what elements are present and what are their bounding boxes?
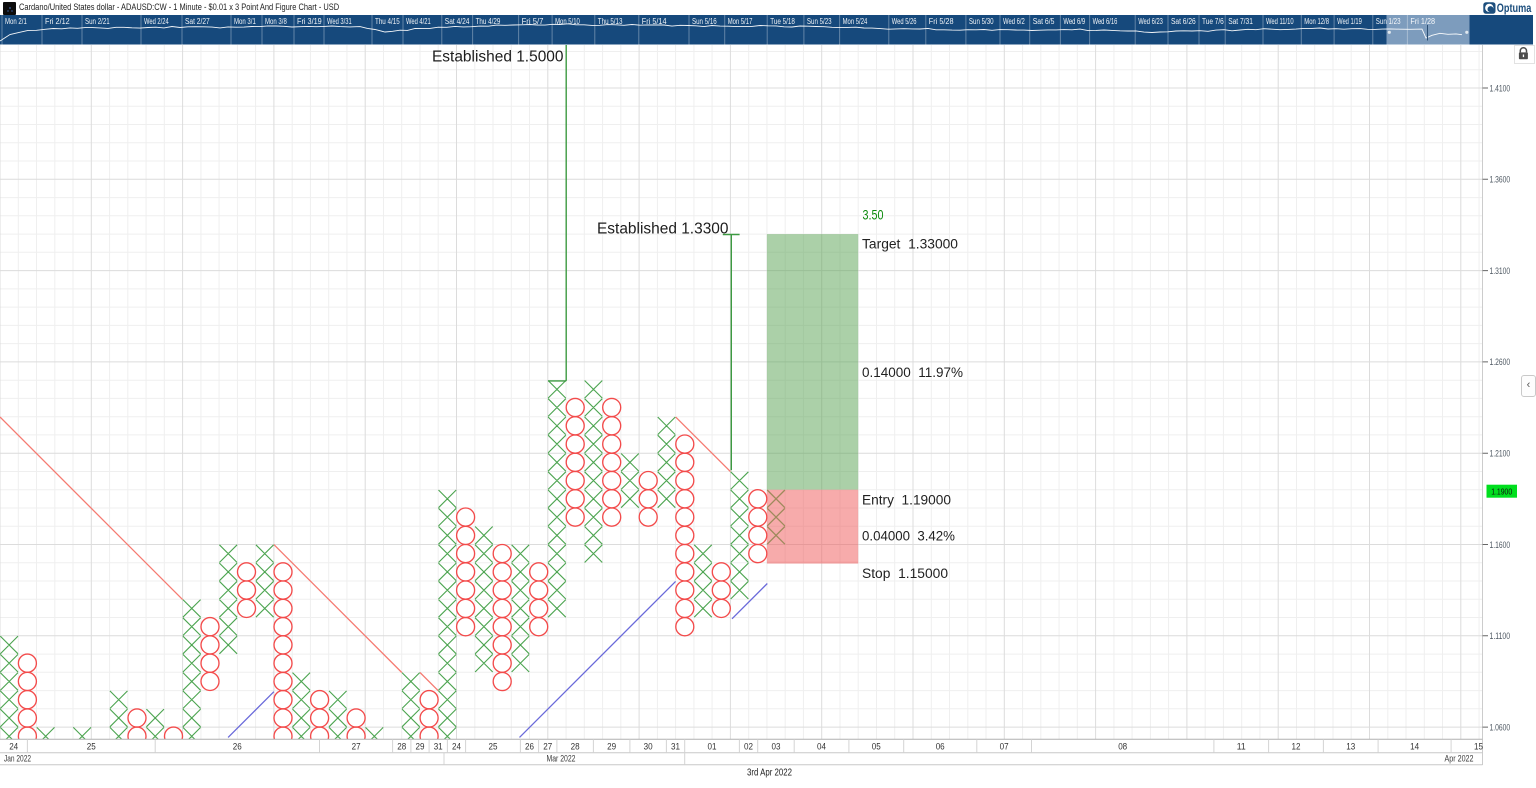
svg-text:Sun 1/23: Sun 1/23	[1376, 17, 1401, 26]
svg-text:Fri 2/12: Fri 2/12	[45, 17, 70, 26]
svg-text:1.2600: 1.2600	[1490, 357, 1511, 367]
svg-text:Optuma: Optuma	[1497, 2, 1532, 15]
svg-text:26: 26	[233, 741, 242, 752]
svg-text:Sat 6/5: Sat 6/5	[1033, 17, 1055, 26]
svg-text:Mon 5/10: Mon 5/10	[555, 17, 580, 26]
svg-text:12: 12	[1292, 741, 1301, 752]
svg-text:Mon 3/1: Mon 3/1	[234, 17, 256, 26]
svg-text:Established 1.5000: Established 1.5000	[432, 49, 564, 66]
svg-text:01: 01	[708, 741, 717, 752]
svg-text:26: 26	[525, 741, 534, 752]
svg-text:Fri 3/19: Fri 3/19	[297, 17, 322, 26]
svg-text:1.2100: 1.2100	[1490, 449, 1511, 459]
svg-text:1.4100: 1.4100	[1490, 83, 1511, 93]
svg-text:03: 03	[772, 741, 781, 752]
svg-text:1.3100: 1.3100	[1490, 266, 1511, 276]
svg-text:Wed 2/24: Wed 2/24	[144, 17, 169, 26]
svg-text:Sun 5/16: Sun 5/16	[692, 17, 717, 26]
svg-text:Thu 4/15: Thu 4/15	[375, 17, 400, 26]
svg-text:Wed 6/2: Wed 6/2	[1003, 17, 1025, 26]
svg-text:07: 07	[1000, 741, 1009, 752]
svg-text:Apr 2022: Apr 2022	[1445, 754, 1474, 764]
svg-text:Sun 2/21: Sun 2/21	[85, 17, 110, 26]
svg-text:29: 29	[607, 741, 616, 752]
svg-text:28: 28	[397, 741, 406, 752]
svg-text:1.3600: 1.3600	[1490, 175, 1511, 185]
svg-text:Mar 2022: Mar 2022	[547, 754, 576, 764]
svg-text:Sun 5/23: Sun 5/23	[807, 17, 832, 26]
svg-text:24: 24	[9, 741, 18, 752]
svg-text:06: 06	[936, 741, 945, 752]
svg-text:Sat 4/24: Sat 4/24	[445, 17, 470, 26]
svg-text:Sun 5/30: Sun 5/30	[969, 17, 994, 26]
svg-text:Wed 3/31: Wed 3/31	[327, 17, 352, 26]
svg-text:Mon 2/1: Mon 2/1	[5, 17, 27, 26]
svg-text:15: 15	[1474, 741, 1483, 752]
svg-text:Sat 2/27: Sat 2/27	[185, 17, 210, 26]
svg-text:Tue 7/6: Tue 7/6	[1202, 17, 1224, 26]
svg-text:Wed 6/23: Wed 6/23	[1138, 17, 1163, 26]
svg-text:Sat 6/26: Sat 6/26	[1171, 17, 1196, 26]
svg-text:Fri 5/7: Fri 5/7	[522, 17, 544, 26]
svg-text:Mon 12/8: Mon 12/8	[1304, 17, 1329, 26]
svg-text:1.1600: 1.1600	[1490, 540, 1511, 550]
svg-text:Wed 1/19: Wed 1/19	[1337, 17, 1362, 26]
svg-text:1.1900: 1.1900	[1491, 487, 1512, 497]
svg-text:29: 29	[416, 741, 425, 752]
svg-text:25: 25	[489, 741, 498, 752]
svg-text:1.1100: 1.1100	[1490, 631, 1511, 641]
svg-text:Fri 5/14: Fri 5/14	[642, 17, 667, 26]
svg-text:24: 24	[452, 741, 461, 752]
svg-text:Wed 11/10: Wed 11/10	[1266, 17, 1294, 26]
svg-text:Wed 4/21: Wed 4/21	[406, 17, 431, 26]
svg-text:Established 1.3300: Established 1.3300	[597, 220, 729, 237]
svg-text:04: 04	[817, 741, 826, 752]
svg-text:02: 02	[744, 741, 753, 752]
svg-text:Mon 5/24: Mon 5/24	[843, 17, 868, 26]
svg-text:05: 05	[872, 741, 881, 752]
svg-text:0.14000 11.97%: 0.14000 11.97%	[862, 365, 963, 380]
svg-text:Fri 1/28: Fri 1/28	[1410, 17, 1435, 26]
svg-text:27: 27	[543, 741, 552, 752]
svg-text:13: 13	[1346, 741, 1355, 752]
svg-text:27: 27	[352, 741, 361, 752]
svg-text:Entry 1.19000: Entry 1.19000	[862, 493, 951, 508]
svg-text:11: 11	[1237, 741, 1246, 752]
svg-text:Jan 2022: Jan 2022	[4, 754, 31, 764]
svg-text:Stop 1.15000: Stop 1.15000	[862, 566, 948, 581]
svg-text:28: 28	[571, 741, 580, 752]
svg-text:30: 30	[644, 741, 653, 752]
svg-text:08: 08	[1118, 741, 1127, 752]
svg-text:0.04000 3.42%: 0.04000 3.42%	[862, 529, 955, 544]
svg-text:Mon 5/17: Mon 5/17	[728, 17, 753, 26]
svg-text:Sat 7/31: Sat 7/31	[1228, 17, 1253, 26]
svg-text:3rd Apr 2022: 3rd Apr 2022	[747, 768, 792, 779]
svg-text:Wed 5/26: Wed 5/26	[892, 17, 917, 26]
svg-text:14: 14	[1410, 741, 1419, 752]
svg-text:Tue 5/18: Tue 5/18	[770, 17, 795, 26]
svg-text:Fri 5/28: Fri 5/28	[929, 17, 954, 26]
svg-text:3.50: 3.50	[863, 208, 884, 223]
svg-text:Thu 5/13: Thu 5/13	[598, 17, 623, 26]
svg-text:Thu 4/29: Thu 4/29	[476, 17, 501, 26]
svg-text:31: 31	[671, 741, 680, 752]
svg-text:Wed 6/16: Wed 6/16	[1093, 17, 1118, 26]
svg-text:31: 31	[434, 741, 443, 752]
svg-text:Wed 6/9: Wed 6/9	[1063, 17, 1085, 26]
svg-text:25: 25	[87, 741, 96, 752]
svg-text:Target 1.33000: Target 1.33000	[862, 237, 958, 252]
svg-text:Mon 3/8: Mon 3/8	[265, 17, 287, 26]
svg-text:1.0600: 1.0600	[1490, 722, 1511, 732]
